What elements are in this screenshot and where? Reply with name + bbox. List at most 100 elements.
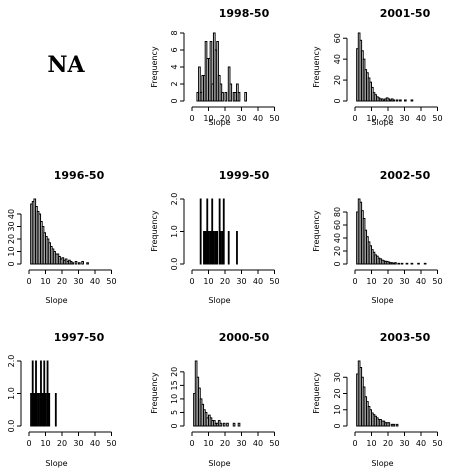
x-tick-label: 50 <box>106 277 116 286</box>
x-tick-label: 40 <box>416 114 426 123</box>
x-tick-label: 50 <box>432 439 442 448</box>
y-tick-label: 10 <box>333 405 342 415</box>
x-tick-label: 0 <box>189 114 194 123</box>
x-tick-label: 0 <box>26 439 31 448</box>
histogram-bar <box>37 393 40 427</box>
histogram-bar <box>221 92 224 102</box>
y-axis-label: Frequency <box>150 372 159 414</box>
y-tick-label: 0.0 <box>170 258 179 271</box>
x-tick-label: 20 <box>383 277 393 286</box>
y-tick-label: 8 <box>170 30 179 35</box>
x-axis-label: Slope <box>45 459 67 468</box>
histogram-bar <box>394 262 397 265</box>
y-tick-label: 4 <box>170 64 179 69</box>
y-tick-label: 20 <box>333 388 342 398</box>
histogram-bar <box>227 231 230 265</box>
histogram-bar <box>226 422 229 427</box>
x-tick-label: 40 <box>253 277 263 286</box>
x-tick-label: 40 <box>253 114 263 123</box>
panel-title: 2000-50 <box>219 331 270 344</box>
histogram-bar <box>400 262 404 265</box>
histogram-bar <box>237 422 241 427</box>
y-tick-label: 6 <box>170 47 179 52</box>
y-tick-label: 60 <box>333 220 342 230</box>
y-tick-label: 80 <box>333 207 342 217</box>
x-tick-label: 40 <box>90 439 100 448</box>
x-tick-label: 0 <box>26 277 31 286</box>
x-axis-label: Slope <box>371 118 393 127</box>
histogram-bar <box>208 231 210 265</box>
x-tick-label: 30 <box>399 114 409 123</box>
histogram-bar <box>78 262 81 265</box>
y-tick-label: 20 <box>333 75 342 85</box>
y-axis-label: Frequency <box>150 210 159 252</box>
histogram-bar <box>410 99 414 102</box>
y-tick-label: 2 <box>170 81 179 86</box>
y-tick-label: 15 <box>170 380 179 390</box>
x-tick-label: 10 <box>366 277 376 286</box>
x-axis-label: Slope <box>208 118 230 127</box>
x-tick-label: 50 <box>106 439 116 448</box>
y-tick-label: 40 <box>7 209 16 219</box>
histogram-bar <box>71 262 75 265</box>
y-tick-label: 10 <box>170 394 179 404</box>
y-tick-label: 40 <box>333 54 342 64</box>
histogram-bar <box>212 231 215 265</box>
histogram-panel-2002-50: 2002-50 0 10 20 30 40 50 0 20 40 60 80 Slope Frequenc… <box>312 169 443 305</box>
histogram-panel-1996-50: 1996-50 0 10 20 30 40 50 0 10 20 30 40 Slope <box>7 169 117 305</box>
x-tick-label: 30 <box>236 277 246 286</box>
x-tick-label: 40 <box>253 439 263 448</box>
x-tick-label: 0 <box>352 277 357 286</box>
histogram-bar <box>392 99 396 102</box>
histogram-bar <box>222 422 226 427</box>
y-tick-label: 5 <box>170 410 179 415</box>
x-tick-label: 40 <box>416 277 426 286</box>
x-tick-label: 20 <box>57 439 67 448</box>
y-tick-label: 20 <box>333 246 342 256</box>
na-placeholder: NA <box>47 52 85 78</box>
histogram-bar <box>48 393 51 427</box>
y-axis-label: Frequency <box>312 46 321 88</box>
histogram-bar <box>392 423 396 427</box>
panel-title: 1996-50 <box>54 169 105 182</box>
histogram-bar <box>236 231 238 265</box>
panel-title: 2001-50 <box>380 7 431 20</box>
histogram-bar <box>45 393 47 427</box>
x-tick-label: 10 <box>40 439 50 448</box>
histogram-bar <box>35 393 38 427</box>
histogram-bar <box>387 422 391 427</box>
x-tick-label: 40 <box>90 277 100 286</box>
y-tick-label: 0 <box>7 261 16 266</box>
histogram-bar <box>221 231 224 265</box>
histogram-bar <box>237 92 241 102</box>
histogram-bar <box>30 393 32 427</box>
x-tick-label: 10 <box>203 277 213 286</box>
x-tick-label: 20 <box>220 277 230 286</box>
histogram-bar <box>397 262 401 265</box>
histogram-bar <box>222 198 225 265</box>
histogram-bar <box>395 423 399 427</box>
y-axis-label: Frequency <box>150 46 159 88</box>
histogram-bar <box>404 99 407 102</box>
panel-title: 2003-50 <box>380 331 431 344</box>
x-axis-label: Slope <box>208 296 230 305</box>
x-axis-label: Slope <box>371 459 393 468</box>
x-tick-label: 0 <box>352 439 357 448</box>
x-tick-label: 50 <box>432 114 442 123</box>
histogram-bar <box>219 231 222 265</box>
histogram-bar <box>229 83 233 102</box>
x-tick-label: 40 <box>416 439 426 448</box>
y-tick-label: 0 <box>333 98 342 103</box>
panel-title: 1997-50 <box>54 331 105 344</box>
y-tick-label: 2.0 <box>7 355 16 368</box>
histogram-bar <box>81 261 84 265</box>
x-tick-label: 20 <box>220 114 230 123</box>
y-tick-label: 20 <box>7 234 16 244</box>
x-tick-label: 20 <box>220 439 230 448</box>
x-tick-label: 10 <box>203 439 213 448</box>
x-tick-label: 50 <box>269 439 279 448</box>
x-tick-label: 0 <box>352 114 357 123</box>
panel-title: 2002-50 <box>380 169 431 182</box>
y-tick-label: 40 <box>333 233 342 243</box>
